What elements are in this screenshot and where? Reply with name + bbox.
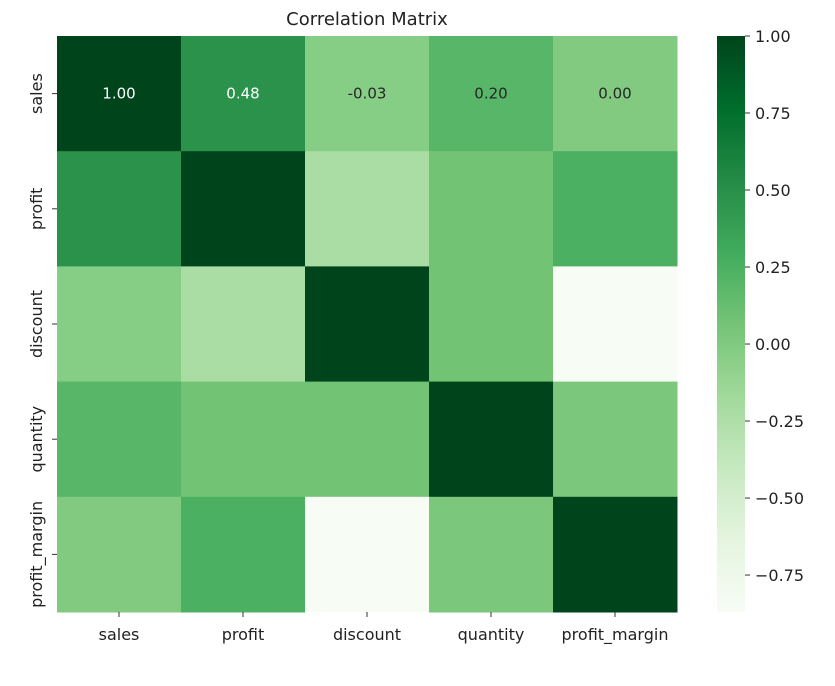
colorbar-tick-label: 0.75 bbox=[755, 104, 791, 123]
heatmap-cell bbox=[553, 266, 678, 383]
heatmap-cell bbox=[429, 381, 554, 498]
colorbar-tick-label: −0.50 bbox=[755, 489, 804, 508]
y-axis-ticks: sales profit discount quantity profit_margin bbox=[27, 73, 57, 608]
y-tick-label: profit bbox=[27, 188, 46, 231]
heatmap-cell bbox=[553, 151, 678, 267]
colorbar-tick-label: 0.50 bbox=[755, 181, 791, 200]
colorbar bbox=[717, 36, 745, 612]
heatmap-cell bbox=[305, 266, 430, 383]
colorbar-tick-label: 0.25 bbox=[755, 258, 791, 277]
heatmap-cell bbox=[553, 496, 678, 613]
heatmap-cell bbox=[57, 151, 182, 267]
heatmap-cell bbox=[57, 36, 182, 152]
y-tick-label: quantity bbox=[27, 406, 46, 473]
heatmap-cell bbox=[429, 36, 554, 152]
cell-annotation: 0.20 bbox=[474, 85, 507, 103]
heatmap-cell bbox=[305, 381, 430, 498]
heatmap-cell bbox=[181, 381, 306, 498]
x-tick-label: profit_margin bbox=[562, 625, 669, 645]
cell-annotation: -0.03 bbox=[348, 85, 387, 103]
y-tick-label: sales bbox=[27, 73, 46, 114]
heatmap-cell bbox=[57, 266, 182, 383]
heatmap-cell bbox=[181, 36, 306, 152]
heatmap-cell bbox=[181, 266, 306, 383]
heatmap-cell bbox=[429, 266, 554, 383]
cell-annotation: 1.00 bbox=[102, 85, 135, 103]
y-tick-label: profit_margin bbox=[27, 501, 47, 608]
x-axis-ticks: sales profit discount quantity profit_margin bbox=[99, 612, 669, 645]
heatmap-cell bbox=[305, 496, 430, 613]
heatmap-cell bbox=[57, 496, 182, 613]
heatmap-cell bbox=[181, 151, 306, 267]
x-tick-label: profit bbox=[222, 625, 265, 644]
cell-annotations: 1.00 0.48 -0.03 0.20 0.00 bbox=[102, 85, 631, 103]
x-tick-label: quantity bbox=[458, 625, 525, 644]
chart-title: Correlation Matrix bbox=[286, 9, 448, 30]
heatmap-cell bbox=[553, 381, 678, 498]
heatmap-cell bbox=[181, 496, 306, 613]
colorbar-tick-label: 0.00 bbox=[755, 335, 791, 354]
x-tick-label: sales bbox=[99, 625, 140, 644]
y-tick-label: discount bbox=[27, 290, 46, 358]
heatmap-cells bbox=[57, 36, 678, 613]
heatmap-cell bbox=[429, 496, 554, 613]
heatmap-cell bbox=[57, 381, 182, 498]
colorbar-tick-label: −0.25 bbox=[755, 412, 804, 431]
heatmap-cell bbox=[553, 36, 678, 152]
colorbar-tick-label: 1.00 bbox=[755, 27, 791, 46]
cell-annotation: 0.48 bbox=[226, 85, 259, 103]
colorbar-ticks: 1.00 0.75 0.50 0.25 0.00 −0.25 −0.50 −0.75 bbox=[745, 27, 804, 585]
colorbar-tick-label: −0.75 bbox=[755, 566, 804, 585]
heatmap-cell bbox=[429, 151, 554, 267]
heatmap-cell bbox=[305, 36, 430, 152]
x-tick-label: discount bbox=[333, 625, 401, 644]
heatmap-cell bbox=[305, 151, 430, 267]
cell-annotation: 0.00 bbox=[598, 85, 631, 103]
